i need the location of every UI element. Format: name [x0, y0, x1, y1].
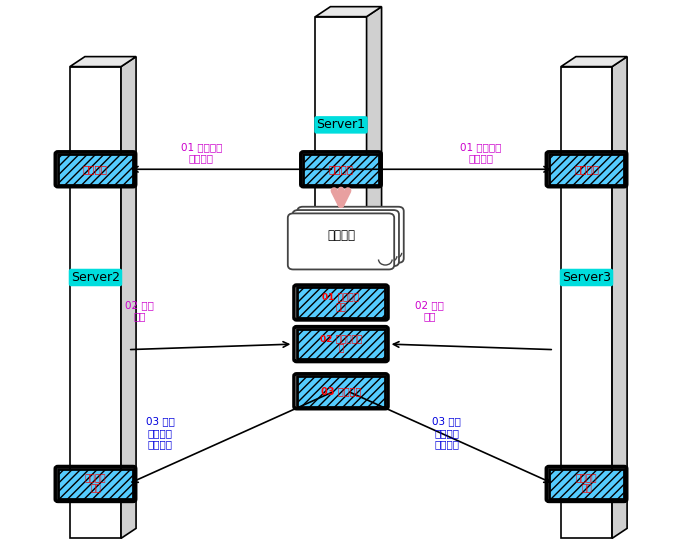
- Text: 更新备份
文件: 更新备份 文件: [576, 475, 597, 493]
- Bar: [297, 329, 385, 360]
- Bar: [58, 154, 133, 184]
- Bar: [58, 468, 133, 500]
- Text: 文件备份: 文件备份: [329, 164, 353, 174]
- Text: 03 发送
修改文件
完成消息: 03 发送 修改文件 完成消息: [432, 416, 461, 450]
- Polygon shape: [121, 57, 136, 538]
- Text: Server2: Server2: [71, 271, 120, 284]
- Polygon shape: [315, 17, 367, 239]
- Bar: [297, 376, 385, 406]
- Text: 01 发送文件
修改请求: 01 发送文件 修改请求: [181, 142, 222, 163]
- Text: 文件备份: 文件备份: [83, 164, 108, 174]
- FancyBboxPatch shape: [293, 210, 399, 266]
- Text: 文件资源: 文件资源: [327, 229, 355, 243]
- Polygon shape: [315, 7, 382, 17]
- Polygon shape: [70, 57, 136, 67]
- FancyBboxPatch shape: [297, 207, 404, 263]
- Polygon shape: [612, 57, 627, 538]
- Polygon shape: [561, 57, 627, 67]
- Polygon shape: [561, 67, 612, 538]
- Text: Server1: Server1: [316, 118, 366, 132]
- Text: 02 同意
修改: 02 同意 修改: [415, 300, 444, 321]
- FancyBboxPatch shape: [288, 214, 394, 270]
- Text: 文件备份: 文件备份: [574, 164, 599, 174]
- Bar: [549, 468, 624, 500]
- Bar: [303, 154, 379, 184]
- Polygon shape: [70, 67, 121, 538]
- Text: 01 发送文件
修改请求: 01 发送文件 修改请求: [460, 142, 501, 163]
- Text: 03 发送
修改文件
完成消息: 03 发送 修改文件 完成消息: [146, 416, 175, 450]
- Bar: [297, 287, 385, 317]
- Text: 03 修改文件: 03 修改文件: [321, 386, 361, 396]
- Bar: [549, 154, 624, 184]
- Polygon shape: [367, 7, 382, 239]
- Text: 02 同意
修改: 02 同意 修改: [125, 300, 154, 321]
- Text: 更新备份
文件: 更新备份 文件: [85, 475, 106, 493]
- Text: Server3: Server3: [562, 271, 611, 284]
- Text: 01 准备修改
文件: 01 准备修改 文件: [323, 293, 359, 312]
- Text: 02 等待修改响
应: 02 等待修改响 应: [320, 335, 362, 354]
